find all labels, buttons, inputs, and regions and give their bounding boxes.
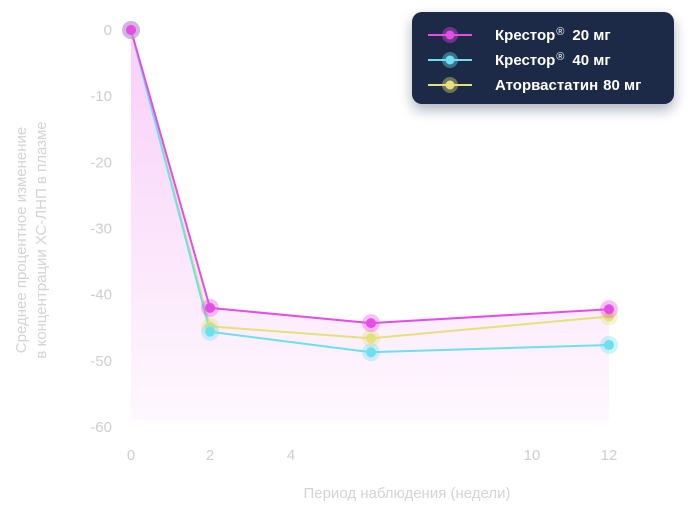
legend-label-name: Крестор [495,27,555,44]
y-tick-label: -50 [90,353,112,370]
legend-label-dose: 40 мг [572,52,610,69]
area-fill [131,30,609,421]
data-point [604,311,614,322]
series-line [130,29,610,325]
y-tick-label: -10 [90,88,112,105]
y-tick-label: -30 [90,221,112,238]
data-point [366,347,376,358]
area-fill-layer [131,30,609,421]
legend-label-dose: 20 мг [572,27,610,44]
data-point [604,304,614,315]
y-tick-label: 0 [104,22,112,39]
legend-label: Аторвастатин 80 мг [495,77,641,94]
x-tick-label: 2 [206,447,214,464]
data-point [205,326,215,337]
legend-label-registered-mark: ® [556,26,564,38]
x-tick-label: 10 [524,447,541,464]
legend-label-name: Крестор [495,52,555,69]
x-axis-label: Период наблюдения (недели) [303,485,510,502]
data-point [205,302,215,313]
data-point [366,318,376,329]
y-tick-labels: 0 -10 -20 -30 -40 -50 -60 [90,22,112,436]
legend-label-registered-mark: ® [556,51,564,63]
y-axis-label-line1: Среднее процентное изменение [13,127,30,353]
legend-label: Крестор® 20 мг [495,26,611,44]
legend-background [412,12,674,104]
legend-swatch-dot [445,30,455,40]
series-layer [122,21,618,362]
x-tick-label: 0 [127,447,135,464]
series-line [130,29,610,354]
legend-label-name: Аторвастатин [495,77,598,94]
y-axis-label: Среднее процентное изменение в концентра… [13,121,50,358]
y-axis-label-line2: в концентрации ХС-ЛНП в плазме [33,121,50,358]
y-tick-label: -40 [90,287,112,304]
legend-swatch-dot [445,55,455,65]
x-tick-label: 12 [601,447,618,464]
legend-label: Крестор® 40 мг [495,51,611,69]
x-tick-label: 4 [287,447,295,464]
data-point [366,333,376,344]
legend-swatch-dot [445,80,455,90]
data-point [126,25,136,35]
y-tick-label: -20 [90,154,112,171]
legend-label-dose: 80 мг [603,77,641,94]
x-tick-labels: 0 2 4 10 12 [127,447,618,464]
y-tick-label: -60 [90,419,112,436]
data-point [604,339,614,350]
